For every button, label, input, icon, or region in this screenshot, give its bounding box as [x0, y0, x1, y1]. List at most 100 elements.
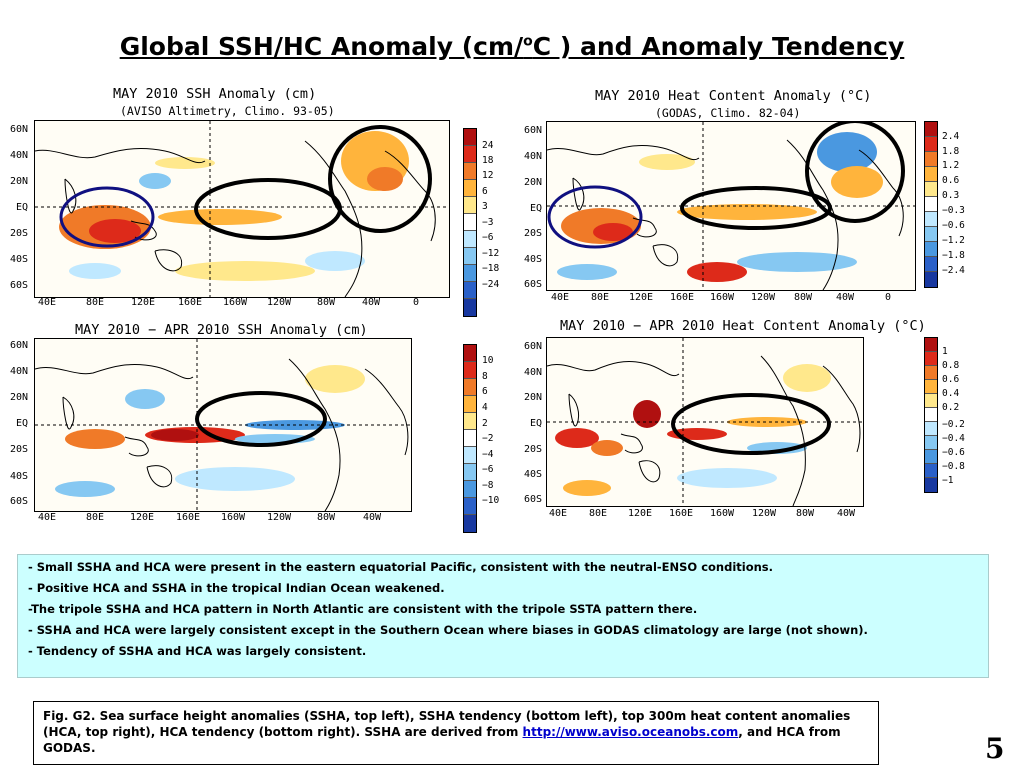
- lat-label: 40N: [523, 151, 542, 162]
- lon-label: 160E: [668, 508, 694, 519]
- highlight-circle-pacific: [680, 186, 832, 230]
- colorbar-tick: 3: [482, 201, 488, 212]
- lat-label: 40N: [9, 150, 28, 161]
- colorbar-tick: 0.6: [942, 175, 960, 186]
- colorbar: [463, 344, 477, 533]
- colorbar-tick: 0.8: [942, 360, 960, 371]
- lat-label: 60N: [9, 124, 28, 135]
- lon-label: 160E: [669, 292, 695, 303]
- lat-label: 60S: [9, 496, 28, 507]
- colorbar-tick: 0.3: [942, 190, 960, 201]
- colorbar-tick: 6: [482, 386, 488, 397]
- colorbar-tick: −0.6: [942, 447, 965, 458]
- lat-label: 60S: [9, 280, 28, 291]
- lon-label: 120W: [266, 512, 292, 523]
- colorbar-tick: −4: [482, 449, 494, 460]
- colorbar-tick: −1.2: [942, 235, 965, 246]
- lon-label: 160E: [177, 297, 203, 308]
- colorbar-tick: 0.6: [942, 374, 960, 385]
- highlight-circle-pacific: [195, 391, 327, 447]
- highlight-circle-atlantic: [328, 125, 432, 233]
- colorbar-tick: −24: [482, 279, 500, 290]
- anomaly-patches: [555, 364, 831, 496]
- note-item: - SSHA and HCA were largely consistent e…: [28, 623, 868, 637]
- lat-label: 20N: [9, 392, 28, 403]
- colorbar-tick: −0.3: [942, 205, 965, 216]
- colorbar-tick: −0.6: [942, 220, 965, 231]
- highlight-circle-indian: [59, 186, 155, 248]
- lon-label: 0: [884, 292, 892, 303]
- lon-label: 120W: [266, 297, 292, 308]
- colorbar-tick: −10: [482, 495, 500, 506]
- lon-label: 160W: [709, 508, 735, 519]
- summary-notes: - Small SSHA and HCA were present in the…: [17, 554, 989, 678]
- note-item: -The tripole SSHA and HCA pattern in Nor…: [28, 602, 698, 616]
- anomaly-map: [546, 121, 916, 291]
- highlight-circle-pacific: [671, 393, 831, 455]
- highlight-circle-indian: [547, 185, 643, 249]
- note-item: - Tendency of SSHA and HCA was largely c…: [28, 644, 367, 658]
- lon-label: 40E: [37, 512, 57, 523]
- lon-label: 160W: [222, 297, 248, 308]
- slide-title: Global SSH/HC Anomaly (cm/oC ) and Anoma…: [119, 32, 905, 61]
- lat-label: 40S: [523, 469, 542, 480]
- anomaly-patches: [557, 132, 883, 282]
- colorbar-tick: 24: [482, 140, 494, 151]
- lon-label: 120E: [130, 297, 156, 308]
- colorbar-tick: −2.4: [942, 265, 965, 276]
- panel-title: MAY 2010 − APR 2010 SSH Anomaly (cm): [75, 322, 368, 338]
- lon-label: 80W: [793, 292, 813, 303]
- lat-label: 40N: [9, 366, 28, 377]
- lat-label: 60N: [523, 125, 542, 136]
- colorbar-tick: 6: [482, 186, 488, 197]
- note-item: - Positive HCA and SSHA in the tropical …: [28, 581, 445, 595]
- lat-label: 40S: [523, 254, 542, 265]
- lat-label: 20N: [9, 176, 28, 187]
- colorbar-tick: 4: [482, 402, 488, 413]
- lon-label: 120W: [751, 508, 777, 519]
- lat-label: EQ: [529, 418, 542, 429]
- colorbar-tick: −0.8: [942, 461, 965, 472]
- lat-label: 20S: [9, 228, 28, 239]
- colorbar-tick: −6: [482, 232, 494, 243]
- lon-label: 80W: [316, 297, 336, 308]
- anomaly-patches: [59, 131, 409, 281]
- lon-label: 40W: [362, 512, 382, 523]
- lat-label: 20N: [523, 392, 542, 403]
- colorbar: [924, 121, 938, 288]
- lat-label: 60S: [523, 494, 542, 505]
- colorbar-tick: −12: [482, 248, 500, 259]
- lat-label: 20S: [523, 228, 542, 239]
- colorbar-tick: 1.2: [942, 160, 960, 171]
- lon-label: 120E: [129, 512, 155, 523]
- lat-label: 60N: [9, 340, 28, 351]
- note-item: - Small SSHA and HCA were present in the…: [28, 560, 774, 574]
- lat-label: 40S: [9, 254, 28, 265]
- colorbar-tick: 1: [942, 346, 948, 357]
- lon-label: 40E: [548, 508, 568, 519]
- colorbar-tick: 0.2: [942, 402, 960, 413]
- colorbar-tick: 2: [482, 418, 488, 429]
- aviso-link[interactable]: http://www.aviso.oceanobs.com: [522, 725, 739, 739]
- panel-subtitle: (AVISO Altimetry, Climo. 93-05): [120, 104, 335, 118]
- lon-label: 80E: [590, 292, 610, 303]
- lon-label: 0: [412, 297, 420, 308]
- land-outlines: [35, 140, 436, 297]
- lat-label: EQ: [15, 202, 28, 213]
- highlight-circle-atlantic: [805, 122, 905, 223]
- colorbar-tick: −18: [482, 263, 500, 274]
- colorbar-tick: 10: [482, 355, 494, 366]
- lat-label: 20S: [523, 444, 542, 455]
- lat-label: 60N: [523, 341, 542, 352]
- anomaly-map: [546, 337, 864, 507]
- lat-label: EQ: [15, 418, 28, 429]
- lon-label: 160E: [175, 512, 201, 523]
- lon-label: 160W: [709, 292, 735, 303]
- panel-title: MAY 2010 − APR 2010 Heat Content Anomaly…: [560, 318, 926, 334]
- highlight-circle-pacific: [194, 178, 342, 240]
- colorbar-tick: 0.4: [942, 388, 960, 399]
- colorbar-tick: −8: [482, 480, 494, 491]
- colorbar-tick: −2: [482, 433, 494, 444]
- land-outlines: [35, 358, 409, 511]
- colorbar: [463, 128, 477, 317]
